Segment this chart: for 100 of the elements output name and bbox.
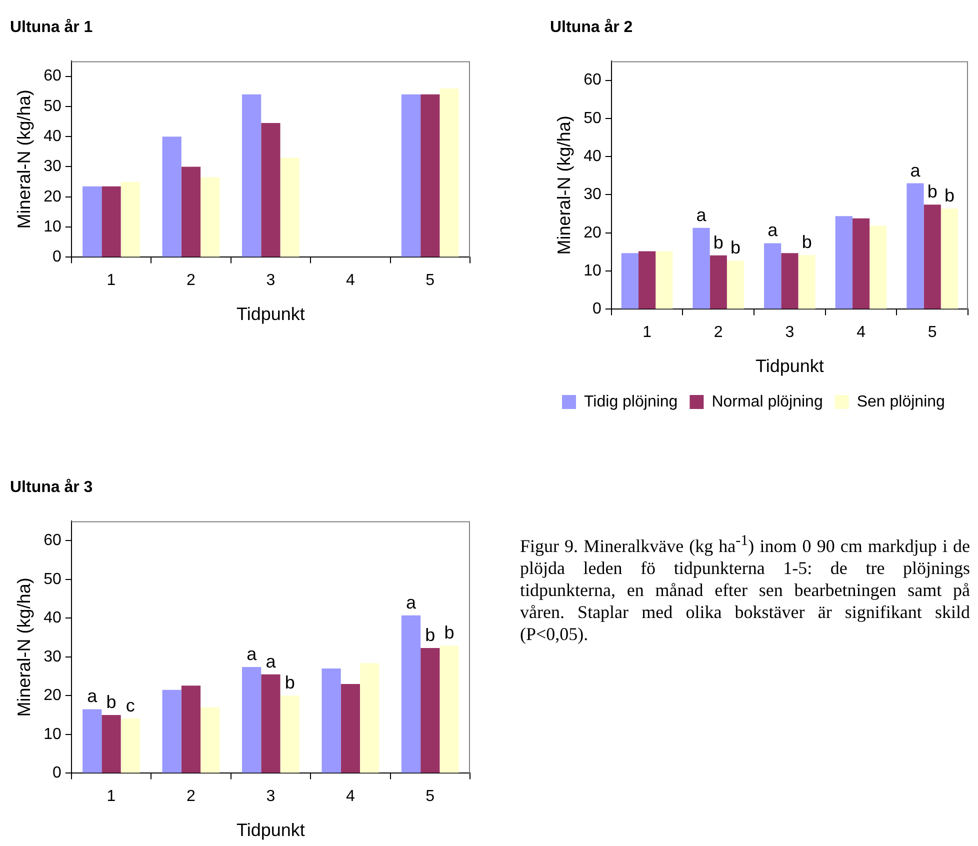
data-label: a [406, 592, 417, 612]
x-tick-label: 5 [928, 324, 937, 342]
x-axis-title: Tidpunkt [756, 356, 824, 376]
y-tick-label: 20 [44, 687, 62, 704]
bar [280, 696, 300, 773]
bar [82, 709, 102, 773]
x-tick-label: 1 [642, 324, 652, 342]
bar [906, 183, 924, 309]
x-tick-label: 5 [426, 788, 435, 806]
bar [102, 186, 121, 257]
y-axis-title: Mineral-N (kg/ha) [554, 116, 574, 255]
bar [200, 707, 220, 773]
bar [764, 243, 782, 309]
y-tick-label: 50 [44, 98, 62, 115]
legend-label: Tidig plöjning [584, 393, 678, 410]
chart-title: Ultuna år 2 [550, 18, 633, 36]
data-label: a [266, 651, 277, 672]
bar [261, 674, 280, 773]
data-label: b [713, 232, 724, 252]
x-tick-label: 4 [346, 788, 355, 806]
bar [340, 684, 360, 773]
y-tick-label: 0 [52, 248, 62, 266]
data-label: b [927, 182, 938, 202]
data-label: a [87, 686, 98, 706]
bar [924, 204, 941, 309]
y-tick-label: 50 [44, 570, 62, 588]
bar [120, 718, 140, 773]
bar [710, 255, 727, 309]
y-tick-label: 10 [44, 726, 62, 743]
y-axis-title: Mineral-N (kg/ha) [14, 90, 34, 229]
y-tick-label: 10 [584, 262, 602, 280]
x-tick-label: 5 [426, 272, 435, 290]
data-label: a [246, 644, 258, 664]
bar [322, 668, 341, 773]
bar [181, 686, 201, 773]
x-tick-label: 1 [106, 788, 116, 806]
bar [360, 663, 380, 773]
bar [940, 208, 958, 309]
y-tick-label: 60 [44, 68, 62, 85]
x-tick-label: 3 [266, 272, 276, 290]
bar [120, 182, 140, 257]
bar [242, 666, 262, 773]
bar [440, 88, 459, 257]
data-label: a [768, 220, 779, 240]
y-tick-label: 30 [44, 648, 62, 666]
bar [242, 94, 262, 257]
bar [162, 690, 182, 773]
bar [781, 253, 798, 309]
bar [82, 186, 102, 257]
y-axis-title: Mineral-N (kg/ha) [14, 578, 34, 717]
legend-label: Sen plöjning [856, 393, 945, 410]
data-label: b [944, 185, 954, 206]
bar [692, 228, 710, 309]
y-tick-label: 20 [584, 224, 602, 242]
x-tick-label: 2 [186, 272, 196, 290]
data-label: a [910, 160, 922, 180]
bar [162, 136, 182, 257]
bar [280, 158, 300, 257]
data-label: a [696, 204, 708, 225]
y-tick-label: 30 [44, 158, 62, 176]
y-tick-label: 60 [584, 72, 602, 89]
bar [656, 251, 673, 309]
y-tick-label: 10 [44, 218, 62, 236]
data-label: b [425, 624, 436, 645]
y-tick-label: 0 [52, 764, 62, 782]
x-tick-label: 4 [856, 324, 866, 342]
x-axis-title: Tidpunkt [236, 304, 305, 324]
y-tick-label: 40 [584, 148, 602, 165]
y-tick-label: 40 [44, 128, 62, 145]
chart-title: Ultuna år 3 [10, 478, 93, 496]
x-tick-label: 1 [106, 272, 116, 290]
x-tick-label: 2 [714, 324, 723, 342]
bar [621, 253, 638, 309]
x-tick-label: 3 [266, 788, 276, 806]
x-tick-label: 3 [785, 324, 794, 342]
y-tick-label: 20 [44, 188, 62, 206]
bar [420, 94, 440, 257]
chart-title: Ultuna år 1 [10, 18, 93, 36]
bar [638, 251, 656, 309]
bar [401, 94, 421, 257]
x-tick-label: 4 [346, 272, 355, 290]
bar [798, 255, 816, 309]
data-label: c [126, 696, 135, 716]
bar [835, 216, 852, 309]
y-tick-label: 0 [592, 300, 602, 318]
x-axis-title: Tidpunkt [236, 820, 305, 840]
bar [420, 648, 440, 773]
bar [440, 646, 459, 773]
bar [726, 260, 744, 309]
text: Figur 9. Mineralkväve (kg ha$^{-1}$) inom 0 90 cm markdjup i de plöjda leden fö tidpunkterna 1-5: de tre plöjnings tidpunkterna, en månad efter sen bearbetningen samt på våren. Staplar med olika bokstäver är signifikant skild (P<0,05). [520, 532, 970, 645]
bar [870, 226, 887, 309]
legend-label: Normal plöjning [712, 393, 823, 410]
y-tick-label: 40 [44, 610, 62, 627]
y-tick-label: 60 [44, 532, 62, 549]
x-tick-label: 2 [186, 788, 196, 806]
bar [261, 123, 280, 257]
data-label: b [730, 238, 741, 258]
bar [852, 218, 870, 309]
data-label: b [284, 672, 295, 693]
bar [181, 166, 201, 257]
